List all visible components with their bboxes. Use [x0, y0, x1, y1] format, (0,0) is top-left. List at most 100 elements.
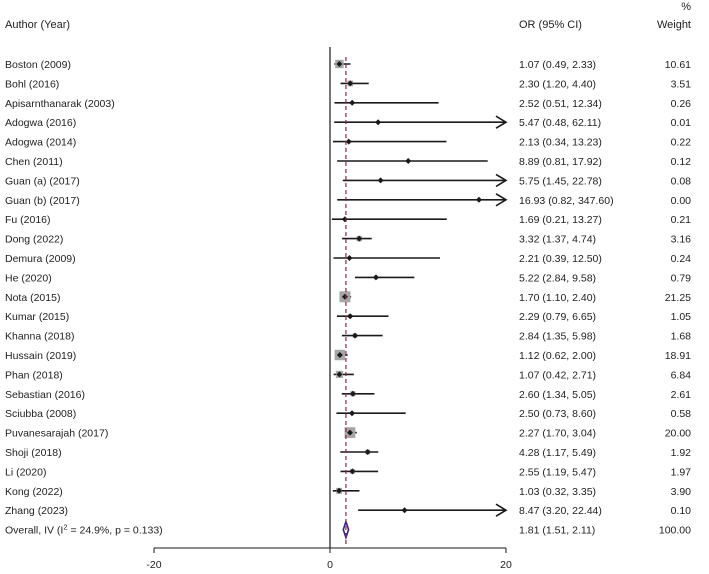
point-estimate [349, 410, 355, 417]
study-weight: 3.16 [671, 234, 692, 246]
study-weight: 0.22 [671, 137, 692, 149]
study-ci: 1.69 (0.21, 13.27) [519, 214, 602, 226]
study-ci: 2.60 (1.34, 5.05) [519, 389, 596, 401]
x-axis: -20 0 20 [146, 47, 512, 571]
study-ci: 2.29 (0.79, 6.65) [519, 311, 596, 323]
study-label: He (2020) [5, 272, 52, 284]
ci-arrow [495, 115, 508, 129]
point-estimate [336, 371, 343, 378]
weight-header: Weight [657, 19, 691, 31]
study-ci: 2.52 (0.51, 12.34) [519, 98, 602, 110]
study-weight: 2.61 [671, 389, 692, 401]
study-label: Kumar (2015) [5, 311, 69, 323]
point-estimate [345, 138, 352, 145]
study-label: Khanna (2018) [5, 331, 74, 343]
study-ci: 2.27 (1.70, 3.04) [519, 428, 596, 440]
study-weight: 18.91 [665, 350, 691, 362]
point-estimate [475, 196, 482, 203]
point-estimate [346, 255, 353, 261]
x-tick-label: 20 [500, 559, 512, 571]
study-ci: 1.70 (1.10, 2.40) [519, 292, 596, 304]
ci-arrow [495, 193, 508, 207]
point-estimate [401, 507, 408, 514]
study-weight: 0.08 [671, 175, 692, 187]
study-label: Fu (2016) [5, 214, 51, 226]
study-ci: 2.55 (1.19, 5.47) [519, 466, 596, 478]
study-weight: 0.12 [671, 156, 692, 168]
study-ci: 8.47 (3.20, 22.44) [519, 505, 602, 517]
point-estimate [405, 158, 412, 164]
study-weight: 6.84 [671, 369, 692, 381]
study-ci: 2.21 (0.39, 12.50) [519, 253, 602, 265]
x-tick-label: 0 [327, 559, 333, 571]
study-weight: 0.58 [671, 408, 692, 420]
study-ci: 2.13 (0.34, 13.23) [519, 137, 602, 149]
study-weight: 0.79 [671, 272, 692, 284]
study-label: Adogwa (2016) [5, 117, 76, 129]
overall-ci: 1.81 (1.51, 2.11) [519, 525, 595, 537]
study-weight: 0.24 [671, 253, 692, 265]
study-label: Guan (b) (2017) [5, 195, 80, 207]
study-label: Guan (a) (2017) [5, 175, 80, 187]
study-label: Demura (2009) [5, 253, 76, 265]
study-header: Author (Year) [5, 19, 70, 31]
study-label: Li (2020) [5, 466, 46, 478]
study-ci: 8.89 (0.81, 17.92) [519, 156, 602, 168]
study-weight: 1.05 [671, 311, 692, 323]
study-ci: 4.28 (1.17, 5.49) [519, 447, 596, 459]
study-label: Puvanesarajah (2017) [5, 428, 108, 440]
study-label: Phan (2018) [5, 369, 63, 381]
ci-header: OR (95% CI) [519, 19, 582, 31]
point-estimate [347, 313, 354, 320]
study-rows: Boston (2009) 1.07 (0.49, 2.33) 10.61 Bohl … [5, 59, 692, 541]
study-label: Nota (2015) [5, 292, 60, 304]
study-label: Sebastian (2016) [5, 389, 85, 401]
weight-pct-header: % [681, 1, 691, 13]
study-ci: 1.12 (0.62, 2.00) [519, 350, 596, 362]
study-ci: 2.50 (0.73, 8.60) [519, 408, 596, 420]
study-ci: 16.93 (0.82, 347.60) [519, 195, 614, 207]
study-weight: 0.10 [671, 505, 692, 517]
study-weight: 0.00 [671, 195, 692, 207]
study-label: Chen (2011) [5, 156, 63, 168]
point-estimate [336, 352, 343, 358]
point-estimate [346, 429, 353, 436]
overall-diamond [342, 519, 350, 541]
overall-weight: 100.00 [659, 525, 691, 537]
study-label: Kong (2022) [5, 486, 63, 498]
overall-label: Overall, IV (I2 = 24.9%, p = 0.133) [5, 523, 163, 537]
study-weight: 0.21 [671, 214, 692, 226]
study-ci: 1.07 (0.49, 2.33) [519, 59, 596, 71]
study-label: Bohl (2016) [5, 78, 59, 90]
study-label: Zhang (2023) [5, 505, 68, 517]
point-estimate [336, 487, 343, 494]
point-estimate [364, 449, 371, 455]
study-ci: 5.22 (2.84, 9.58) [519, 272, 596, 284]
study-label: Hussain (2019) [5, 350, 76, 362]
study-label: Dong (2022) [5, 234, 63, 246]
study-label: Apisarnthanarak (2003) [5, 98, 115, 110]
point-estimate [347, 80, 354, 87]
point-estimate [351, 332, 358, 339]
study-weight: 0.26 [671, 98, 692, 110]
point-estimate [341, 216, 348, 223]
study-label: Boston (2009) [5, 59, 71, 71]
study-weight: 0.01 [671, 117, 692, 129]
study-ci: 5.47 (0.48, 62.11) [519, 117, 601, 129]
study-label: Adogwa (2014) [5, 137, 76, 149]
study-weight: 3.90 [671, 486, 692, 498]
point-estimate [377, 177, 384, 184]
study-weight: 3.51 [671, 78, 692, 90]
point-estimate [356, 235, 363, 242]
ci-arrow [495, 173, 508, 188]
study-weight: 1.92 [671, 447, 692, 459]
point-estimate [375, 119, 382, 126]
study-weight: 21.25 [665, 292, 691, 304]
study-ci: 3.32 (1.37, 4.74) [519, 234, 596, 246]
point-estimate [349, 99, 356, 106]
point-estimate [349, 390, 356, 397]
point-estimate [372, 274, 379, 281]
study-ci: 1.07 (0.42, 2.71) [519, 369, 596, 381]
point-estimate [349, 468, 356, 475]
